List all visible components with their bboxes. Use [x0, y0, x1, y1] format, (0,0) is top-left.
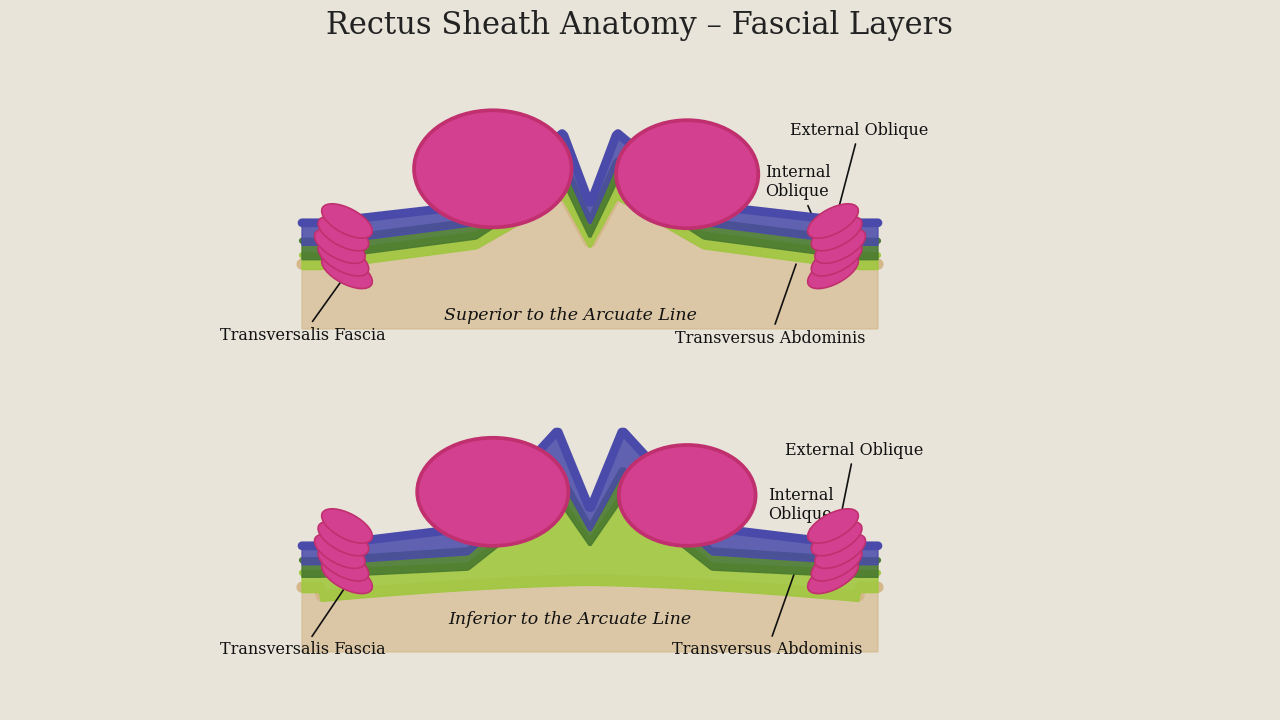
Ellipse shape — [321, 254, 372, 289]
Ellipse shape — [413, 110, 572, 228]
Ellipse shape — [812, 521, 861, 556]
Ellipse shape — [815, 229, 865, 264]
Ellipse shape — [321, 509, 372, 543]
Ellipse shape — [808, 254, 859, 289]
Ellipse shape — [317, 521, 369, 556]
Text: Rectus Sheath Anatomy – Fascial Layers: Rectus Sheath Anatomy – Fascial Layers — [326, 10, 954, 41]
Ellipse shape — [321, 559, 372, 593]
Text: Inferior to the Arcuate Line: Inferior to the Arcuate Line — [448, 611, 691, 629]
Polygon shape — [302, 194, 878, 329]
Text: Transversalis Fascia: Transversalis Fascia — [220, 587, 385, 659]
Ellipse shape — [815, 534, 865, 568]
Ellipse shape — [417, 438, 568, 546]
Ellipse shape — [808, 204, 859, 238]
Text: Transversalis Fascia: Transversalis Fascia — [220, 276, 385, 343]
Ellipse shape — [812, 217, 861, 251]
Text: External Oblique: External Oblique — [790, 122, 928, 220]
Ellipse shape — [315, 229, 365, 264]
Polygon shape — [302, 432, 878, 564]
Ellipse shape — [616, 120, 758, 228]
Text: Transversus Abdominis: Transversus Abdominis — [675, 264, 865, 346]
Ellipse shape — [317, 546, 369, 581]
Text: Rectus Abdominis: Rectus Abdominis — [416, 162, 570, 176]
Polygon shape — [302, 134, 878, 246]
Text: Transversus Abdominis: Transversus Abdominis — [672, 574, 863, 659]
Text: Superior to the Arcuate Line: Superior to the Arcuate Line — [444, 307, 696, 323]
Ellipse shape — [317, 242, 369, 276]
Text: External Oblique: External Oblique — [785, 441, 923, 543]
Polygon shape — [302, 496, 878, 601]
Text: Rectus Abdominis: Rectus Abdominis — [416, 485, 570, 499]
Polygon shape — [302, 179, 878, 269]
Ellipse shape — [618, 445, 755, 546]
Text: Internal
Oblique: Internal Oblique — [765, 163, 831, 236]
Ellipse shape — [808, 509, 859, 543]
Polygon shape — [302, 580, 878, 652]
Ellipse shape — [315, 534, 365, 568]
Ellipse shape — [812, 546, 861, 581]
Polygon shape — [302, 161, 878, 260]
Ellipse shape — [317, 217, 369, 251]
Ellipse shape — [812, 242, 861, 276]
Text: Internal
Oblique: Internal Oblique — [768, 487, 833, 555]
Polygon shape — [302, 470, 878, 577]
Ellipse shape — [808, 559, 859, 593]
Ellipse shape — [321, 204, 372, 238]
